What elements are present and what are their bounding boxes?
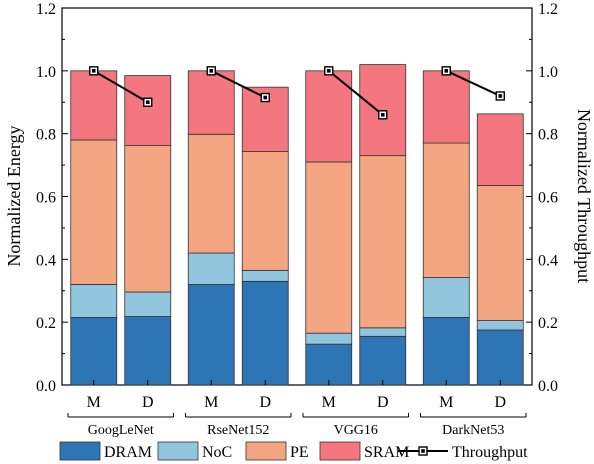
group-label-2: VGG16 [334,423,378,438]
bar-sram-6 [422,70,470,144]
bar-dram-0 [70,317,118,386]
bar-pe-7 [476,185,524,321]
legend-swatch-noc [157,441,199,461]
group-label-0: GoogLeNet [88,423,154,438]
legend-label-throughput: Throughput [452,444,528,461]
bar-noc-0 [70,284,118,318]
bar-noc-1 [124,291,172,317]
x-category-label-1: D [142,394,154,411]
bar-dram-4 [305,343,353,386]
bar-dram-1 [124,316,172,386]
bar-noc-4 [305,332,353,345]
bar-pe-1 [124,145,172,293]
throughput-segment-1 [210,69,266,99]
y-tick-label-3: 0.6 [36,190,56,207]
y2-tick-label-1: 0.2 [538,315,558,332]
bar-pe-0 [70,139,118,285]
bar-pe-5 [359,155,407,329]
left-axis: 0.0 0.2 0.4 0.6 0.8 1.0 1.2 [36,1,68,395]
y-tick-label-1: 0.2 [36,315,56,332]
bar-dram-7 [476,329,524,386]
throughput-segment-3 [445,69,501,97]
y2-axis-label: Normalized Throughput [574,109,594,283]
bar-dram-5 [359,335,407,386]
throughput-point-core-7 [498,94,503,98]
legend-label-sram: SRAM [364,444,409,461]
y-tick-label-5: 1.0 [36,64,56,81]
group-label-3: DarkNet53 [442,423,504,438]
bar-sram-2 [187,70,235,135]
bar-pe-3 [241,151,289,271]
throughput-point-core-2 [209,69,214,73]
x-category-label-2: M [204,394,218,411]
x-category-label-4: M [322,394,336,411]
legend-label-pe: PE [290,444,309,461]
throughput-segment-2 [328,70,384,116]
bar-sram-5 [359,64,407,157]
x-category-label-5: D [377,394,389,411]
y-tick-label-2: 0.4 [36,252,56,269]
legend: DRAM NoC PE SRAM Throughput [59,441,528,461]
legend-swatch-sram [319,441,361,461]
throughput-point-core-6 [444,69,449,73]
bar-noc-7 [476,320,524,331]
bar-pe-6 [422,142,470,278]
throughput-segment-0 [93,69,149,104]
throughput-point-core-4 [326,69,331,73]
legend-throughput-marker-core [421,449,425,453]
x-axis: M D M D M D M D GoogLeNet RseNet152 VGG16 DarkNet53 [67,380,527,438]
right-axis: 0.0 0.2 0.4 0.6 0.8 1.0 1.2 [526,1,558,395]
legend-swatch-dram [59,441,101,461]
throughput-line-layer [89,66,505,120]
x-category-label-0: M [87,394,101,411]
y-tick-label-4: 0.8 [36,127,56,144]
bar-noc-5 [359,327,407,337]
throughput-point-core-1 [145,100,150,105]
throughput-point-core-5 [380,113,385,117]
y2-tick-label-0: 0.0 [538,378,558,395]
group-label-1: RseNet152 [207,423,269,438]
bar-pe-2 [187,133,235,254]
x-category-label-6: M [439,394,453,411]
y2-tick-label-4: 0.8 [538,127,558,144]
y2-tick-label-3: 0.6 [538,190,558,207]
bar-noc-3 [241,269,289,282]
bar-dram-2 [187,284,235,386]
y-tick-label-0: 0.0 [36,378,56,395]
bar-sram-7 [476,113,524,186]
bar-dram-3 [241,280,289,386]
y-axis-label: Normalized Energy [4,125,24,266]
y-tick-label-6: 1.2 [36,1,56,18]
throughput-point-core-0 [91,69,96,73]
x-category-label-7: D [494,394,506,411]
bar-noc-6 [422,277,470,318]
y2-tick-label-6: 1.2 [538,1,558,18]
throughput-point-core-3 [263,95,268,100]
legend-label-dram: DRAM [104,444,152,461]
bars-layer [70,64,524,386]
bar-dram-6 [422,317,470,386]
x-category-label-3: D [259,394,271,411]
y2-tick-label-5: 1.0 [538,64,558,81]
bar-sram-1 [124,75,172,147]
legend-label-noc: NoC [202,444,232,461]
legend-swatch-pe [245,441,287,461]
bar-noc-2 [187,252,235,285]
bar-pe-4 [305,161,353,334]
y2-tick-label-2: 0.4 [538,252,558,269]
